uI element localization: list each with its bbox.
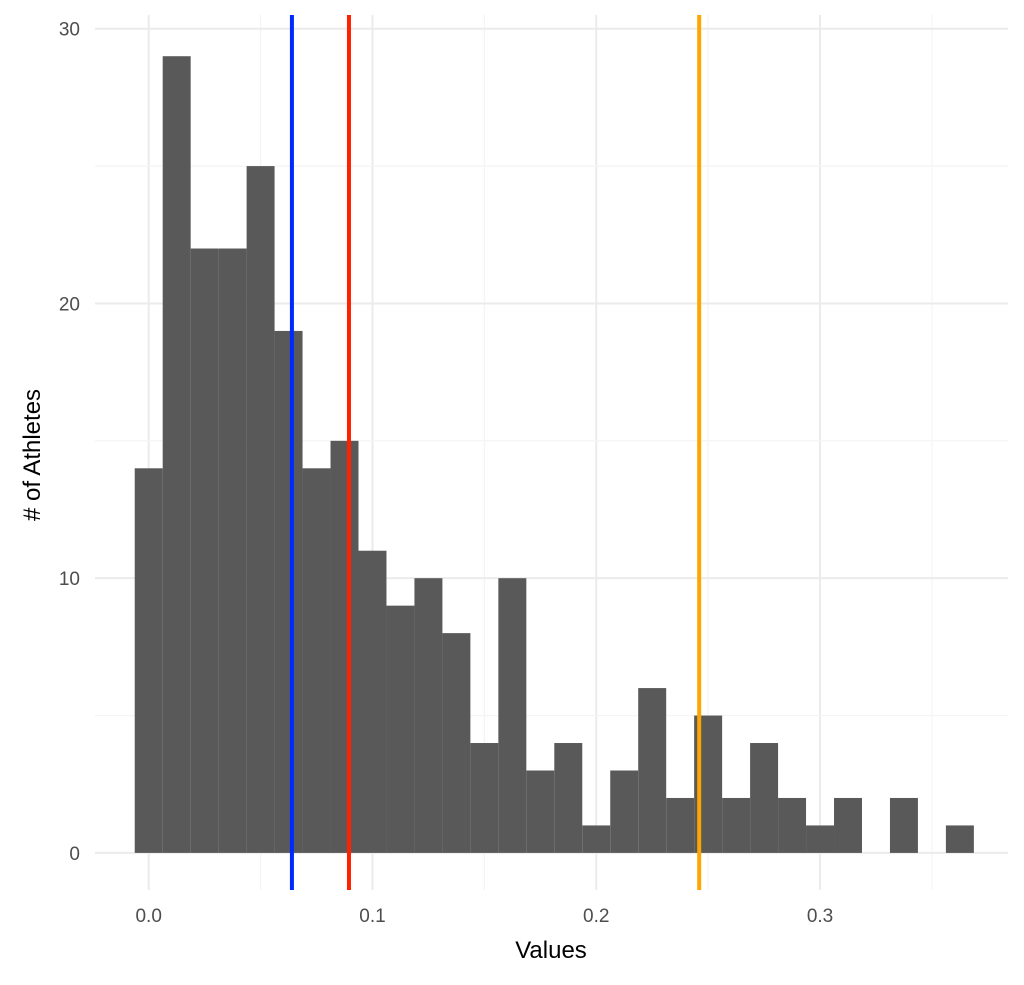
histogram-bar [945,825,974,853]
histogram-bar [582,825,611,853]
histogram-bar [470,743,499,853]
histogram-bar [358,550,387,853]
histogram-bar [442,633,471,853]
histogram-bar [610,770,639,853]
histogram-bar [526,770,555,853]
histogram-bar [414,578,443,853]
y-tick-label: 20 [59,294,80,315]
x-tick-label: 0.1 [359,906,385,927]
y-tick-label: 0 [69,844,80,865]
y-tick-label: 30 [59,20,80,41]
histogram-bar [134,468,163,853]
y-tick-label: 10 [59,569,80,590]
x-axis-label: Values [515,937,587,964]
histogram-bar [666,797,695,853]
histogram-bar [498,578,527,853]
reference-lines [289,15,702,890]
histogram-bar [386,605,415,853]
histogram-bar [750,743,779,853]
histogram-bar [274,330,303,853]
x-axis-ticks: 0.0 0.1 0.2 0.3 [135,906,833,927]
y-axis-label: # of Athletes [19,389,46,521]
histogram-bar [246,166,275,853]
histogram-bar [806,825,835,853]
x-tick-label: 0.3 [807,906,833,927]
histogram-bar [554,743,583,853]
y-axis-ticks: 0 10 20 30 [59,20,80,865]
bars [134,56,974,853]
histogram-bar [889,797,918,853]
x-tick-label: 0.2 [583,906,609,927]
histogram-bar [190,248,219,853]
histogram-bar [302,468,331,853]
histogram-bar [778,797,807,853]
histogram-bar [638,688,667,853]
histogram-bar [162,56,191,853]
histogram-bar [834,797,862,853]
histogram-bar [722,797,751,853]
x-tick-label: 0.0 [135,906,161,927]
histogram-bar [330,440,359,853]
histogram-bar [218,248,247,853]
